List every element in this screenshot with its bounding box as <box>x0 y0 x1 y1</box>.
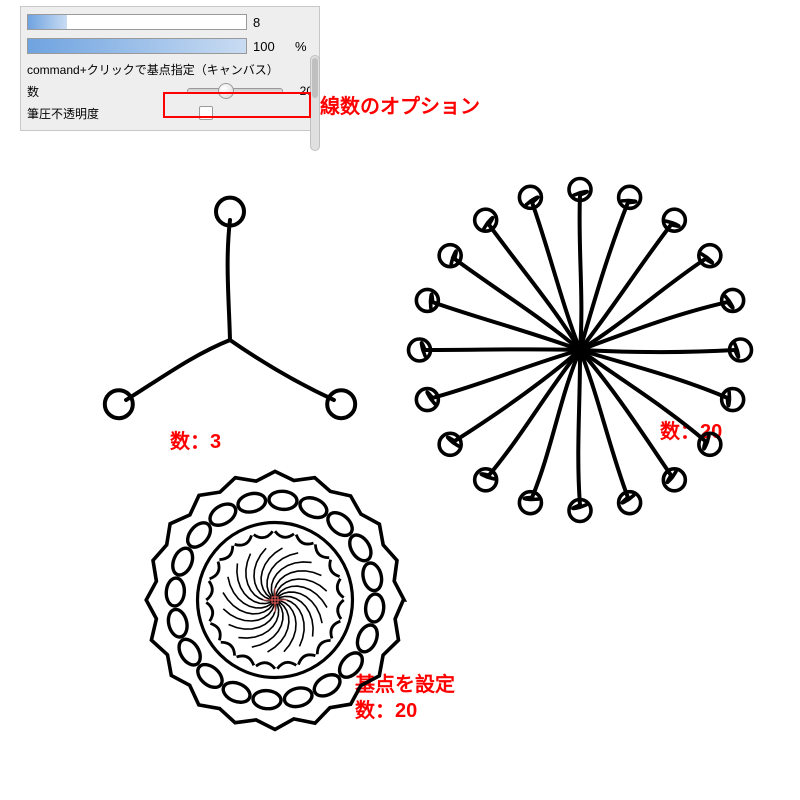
progress-value-2: 100 <box>247 39 295 54</box>
drawing-mandala <box>120 445 430 755</box>
highlight-box <box>163 92 311 118</box>
progress-unit-2: % <box>295 39 313 54</box>
progress-bar-1[interactable] <box>27 14 247 30</box>
progress-row-1: 8 <box>27 11 313 33</box>
panel-scrollbar[interactable] <box>310 55 320 151</box>
drawing-20-spokes <box>395 165 765 535</box>
progress-row-2: 100 % <box>27 35 313 57</box>
hint-text: command+クリックで基点指定（キャンバス） <box>27 59 313 80</box>
progress-value-1: 8 <box>247 15 295 30</box>
progress-bar-2[interactable] <box>27 38 247 54</box>
annotation-option-title: 線数のオプション <box>320 90 480 119</box>
